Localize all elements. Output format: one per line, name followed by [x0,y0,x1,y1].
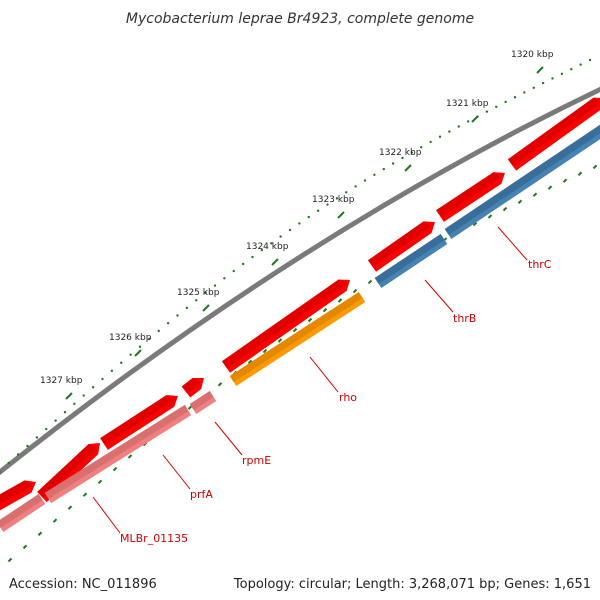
cds-forward [181,378,204,398]
cds-forward [0,480,36,511]
gene-leader-line [92,496,121,534]
reverse-strand-genes [0,124,600,532]
gene-leader-line [424,279,454,313]
tick-label: 1323 kbp [312,195,355,205]
gene-label: thrC [528,258,552,271]
gene-label: prfA [190,488,213,501]
genome-backbone [0,86,600,476]
tick-label: 1320 kbp [511,50,554,60]
cds-forward [367,221,435,272]
cds-forward [37,443,100,503]
rpmE-gene [189,390,217,415]
tick-label: 1324 kbp [246,242,289,252]
cds-forward [100,395,178,450]
tick-label: 1325 kbp [177,288,220,298]
tick-mark [202,304,210,312]
gene-label: rho [339,391,357,404]
cds-forward [436,172,505,222]
accession-text: Accession: NC_011896 [9,577,157,592]
gene-leader-line [162,454,191,490]
tick-mark [404,164,412,172]
gene-label: thrB [453,312,476,325]
gene-label: rpmE [242,454,271,467]
map-title: Mycobacterium leprae Br4923, complete ge… [126,11,474,27]
tick-label: 1322 kbp [379,148,422,158]
rho-gene [229,291,366,387]
tick-mark [471,115,479,123]
tick-label: 1327 kbp [40,376,83,386]
tick-label: 1326 kbp [109,333,152,343]
tick-label: 1321 kbp [446,99,489,109]
genome-summary-text: Topology: circular; Length: 3,268,071 bp… [233,577,591,592]
cds-forward [221,279,350,373]
thrB-gene [374,234,448,288]
ruler-labels: 1320 kbp 1321 kbp 1322 kbp 1323 kbp 1324 kbp… [40,50,554,400]
tick-mark [134,349,142,357]
gene-leader-line [309,356,339,393]
tick-mark [337,211,345,219]
gene-leader-line [214,421,243,456]
prfA-gene [44,404,192,504]
ruler-ticks [0,58,598,563]
tick-mark [271,258,279,266]
MLBr_01135-gene [0,494,46,532]
tick-mark [536,66,544,74]
gene-label: MLBr_01135 [120,532,188,545]
tick-mark [65,392,73,400]
gene-leader-line [497,226,528,261]
thrC-gene [444,124,600,239]
cds-forward [507,97,600,171]
gene-labels: thrC thrB rho rpmE prfA MLBr_01135 [92,226,552,545]
forward-strand-genes [0,97,600,511]
